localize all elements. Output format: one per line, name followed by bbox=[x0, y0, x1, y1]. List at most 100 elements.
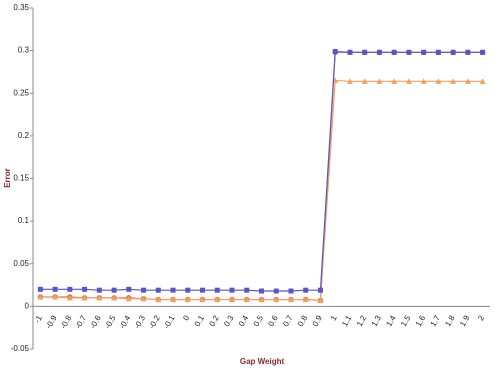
x-tick-label: 1.2 bbox=[355, 313, 369, 328]
marker bbox=[126, 286, 132, 292]
x-tick-label: 0.8 bbox=[296, 313, 310, 328]
marker bbox=[287, 296, 294, 303]
y-tick-label: 0.05 bbox=[13, 259, 29, 268]
marker bbox=[362, 49, 368, 55]
marker bbox=[185, 287, 191, 293]
y-tick-label: 0.35 bbox=[13, 3, 29, 12]
marker bbox=[229, 287, 235, 293]
x-tick-label: 0.4 bbox=[237, 313, 251, 328]
marker bbox=[347, 49, 353, 55]
marker bbox=[214, 296, 221, 303]
marker bbox=[391, 78, 398, 84]
series-line bbox=[40, 79, 483, 302]
y-tick-label: 0.3 bbox=[18, 46, 30, 55]
marker bbox=[273, 296, 280, 303]
x-tick-label: 1.6 bbox=[414, 313, 428, 328]
x-tick-label: 1.8 bbox=[443, 313, 457, 328]
x-tick-label: 0.7 bbox=[281, 313, 295, 328]
x-tick-label: 1.7 bbox=[429, 313, 443, 328]
x-tick-label: -0.5 bbox=[103, 313, 118, 330]
marker bbox=[125, 295, 132, 302]
x-tick-label: 2 bbox=[476, 313, 486, 322]
y-tick-label: 0.1 bbox=[18, 216, 30, 225]
marker bbox=[52, 293, 59, 300]
y-tick-label: 0 bbox=[25, 301, 30, 310]
marker bbox=[155, 287, 161, 293]
x-tick-label: 0.9 bbox=[311, 313, 325, 328]
marker bbox=[361, 78, 368, 84]
marker bbox=[420, 78, 427, 84]
marker bbox=[332, 48, 338, 54]
y-tick-label: 0.15 bbox=[13, 174, 29, 183]
x-tick-label: -0.8 bbox=[59, 313, 74, 330]
marker bbox=[421, 49, 427, 55]
x-tick-label: 0 bbox=[181, 313, 191, 322]
marker bbox=[465, 49, 471, 55]
x-tick-label: -1 bbox=[33, 313, 45, 324]
marker bbox=[479, 78, 486, 84]
marker bbox=[391, 49, 397, 55]
x-tick-label: 0.5 bbox=[252, 313, 266, 328]
x-tick-label: 1.9 bbox=[458, 313, 472, 328]
y-tick-label: 0.2 bbox=[18, 131, 30, 140]
marker bbox=[229, 296, 236, 303]
marker bbox=[66, 294, 73, 301]
marker bbox=[155, 296, 162, 303]
marker bbox=[200, 287, 206, 293]
x-tick-label: 0.1 bbox=[193, 313, 207, 328]
marker bbox=[82, 286, 88, 292]
x-tick-label: 0.6 bbox=[266, 313, 280, 328]
marker bbox=[67, 286, 73, 292]
marker bbox=[317, 287, 323, 293]
marker bbox=[214, 287, 220, 293]
x-tick-label: -0.2 bbox=[147, 313, 162, 330]
marker bbox=[435, 78, 442, 84]
marker bbox=[199, 296, 206, 303]
x-tick-label: -0.3 bbox=[132, 313, 147, 330]
x-tick-label: -0.7 bbox=[73, 313, 88, 330]
x-tick-label: 1.3 bbox=[370, 313, 384, 328]
x-tick-label: -0.9 bbox=[44, 313, 59, 330]
marker bbox=[170, 287, 176, 293]
marker bbox=[96, 294, 103, 301]
marker bbox=[37, 286, 43, 292]
marker bbox=[111, 294, 118, 301]
series-line bbox=[40, 50, 483, 292]
marker bbox=[259, 288, 264, 294]
x-tick-label: -0.6 bbox=[88, 313, 103, 330]
marker bbox=[96, 287, 102, 293]
y-tick-label: 0.25 bbox=[13, 88, 29, 97]
x-tick-label: 0.2 bbox=[207, 313, 221, 328]
marker bbox=[52, 286, 58, 292]
marker bbox=[406, 49, 412, 55]
x-tick-label: 1.4 bbox=[384, 313, 398, 328]
x-axis-title: Gap Weight bbox=[240, 357, 285, 366]
marker bbox=[243, 296, 250, 303]
marker bbox=[303, 287, 309, 293]
marker bbox=[111, 287, 117, 293]
y-tick-label: -0.05 bbox=[11, 344, 30, 353]
x-tick-label: -0.4 bbox=[118, 313, 133, 330]
marker bbox=[450, 78, 457, 84]
marker bbox=[346, 78, 353, 84]
marker bbox=[140, 295, 147, 302]
marker bbox=[405, 78, 412, 84]
marker bbox=[376, 49, 382, 55]
marker bbox=[480, 49, 486, 55]
marker bbox=[288, 288, 294, 294]
marker bbox=[37, 293, 44, 300]
marker bbox=[170, 296, 177, 303]
marker bbox=[302, 296, 309, 303]
marker bbox=[244, 287, 250, 293]
x-tick-label: 1.1 bbox=[340, 313, 354, 328]
marker bbox=[81, 294, 88, 301]
marker bbox=[464, 78, 471, 84]
marker bbox=[258, 296, 265, 303]
y-axis-title: Error bbox=[3, 168, 12, 188]
x-tick-label: -0.1 bbox=[162, 313, 177, 330]
marker bbox=[435, 49, 441, 55]
marker bbox=[273, 288, 279, 294]
series-line bbox=[40, 51, 483, 302]
marker bbox=[184, 296, 191, 303]
